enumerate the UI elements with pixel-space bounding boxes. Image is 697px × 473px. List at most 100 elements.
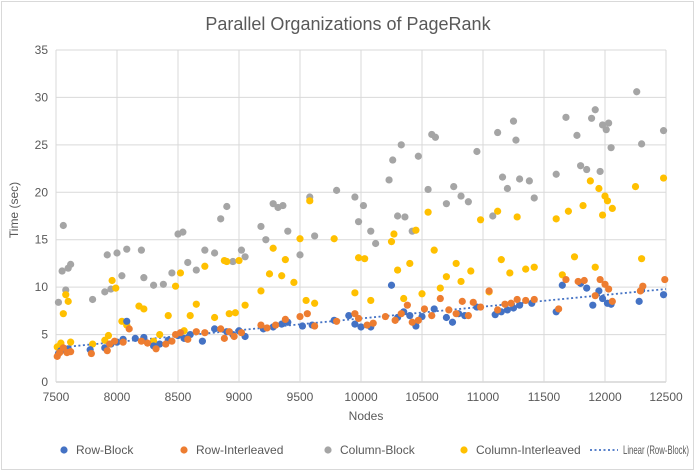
legend-label: Row-Interleaved <box>196 443 283 457</box>
data-point <box>591 292 599 300</box>
data-point <box>591 106 599 114</box>
data-point <box>552 215 560 223</box>
data-point <box>513 295 521 304</box>
data-point <box>281 315 289 323</box>
data-point <box>367 227 375 235</box>
data-point <box>211 313 219 322</box>
data-point <box>62 291 70 299</box>
data-point <box>507 299 515 307</box>
data-point <box>201 329 209 337</box>
data-point <box>217 325 225 333</box>
data-point <box>661 275 669 284</box>
data-point <box>570 253 579 261</box>
data-point <box>503 184 511 193</box>
data-point <box>108 276 116 285</box>
data-point <box>367 296 375 305</box>
data-point <box>503 306 511 314</box>
data-point <box>103 347 111 355</box>
data-point <box>408 318 416 326</box>
data-point <box>89 295 97 304</box>
data-point <box>564 207 573 215</box>
data-point <box>595 184 603 193</box>
data-point <box>424 208 432 216</box>
data-point <box>345 312 353 320</box>
y-tick-label: 20 <box>35 185 49 199</box>
data-point <box>168 269 176 277</box>
data-point <box>406 259 414 268</box>
data-point <box>237 246 246 254</box>
data-point <box>598 294 607 303</box>
y-tick-label: 35 <box>35 43 49 57</box>
data-point <box>513 213 521 221</box>
series-row-interleaved <box>53 275 669 360</box>
data-point <box>552 170 560 178</box>
legend-marker <box>460 446 468 454</box>
data-point <box>229 257 237 266</box>
data-point <box>412 226 420 234</box>
legend-marker <box>60 446 68 454</box>
data-point <box>458 297 466 305</box>
data-point <box>589 301 597 309</box>
data-point <box>430 305 438 313</box>
data-point <box>125 325 133 333</box>
data-point <box>311 299 319 307</box>
data-point <box>445 306 453 314</box>
data-point <box>241 253 249 261</box>
x-tick-label: 11000 <box>467 390 500 404</box>
data-point <box>596 275 604 284</box>
data-point <box>414 316 422 324</box>
data-point <box>587 114 596 122</box>
legend-item: Linear (Row-Block) <box>590 443 689 457</box>
tick-labels: 0 5 10 15 20 25 30 35 7500 8000 8500 9000 9500 10000 1… <box>35 43 683 404</box>
data-point <box>103 251 111 259</box>
y-tick-label: 0 <box>41 375 48 389</box>
data-point <box>192 328 200 336</box>
data-point <box>573 131 581 139</box>
y-axis-title: Time (sec) <box>7 182 21 238</box>
data-point <box>112 284 120 292</box>
data-point <box>225 328 233 336</box>
data-point <box>143 339 152 347</box>
data-point <box>201 262 209 270</box>
x-tick-label: 9000 <box>226 390 253 404</box>
data-point <box>522 265 530 273</box>
data-point <box>137 246 145 254</box>
data-point <box>59 310 67 318</box>
data-point <box>152 345 160 353</box>
data-point <box>494 128 502 137</box>
data-point <box>225 310 233 318</box>
data-point <box>131 334 139 342</box>
data-point <box>385 176 393 184</box>
data-point <box>171 282 180 290</box>
data-point <box>448 318 457 326</box>
data-points-layer <box>53 88 669 360</box>
data-point <box>110 337 119 345</box>
legend: Row-Block Row-Interleaved Column-Block Colu… <box>60 443 689 457</box>
data-point <box>489 212 497 220</box>
data-point <box>164 312 172 320</box>
data-point <box>237 329 246 337</box>
data-point <box>354 314 363 323</box>
legend-label: Column-Interleaved <box>476 443 581 457</box>
data-point <box>494 207 502 215</box>
data-point <box>298 322 307 330</box>
data-point <box>501 300 509 308</box>
data-point <box>659 291 668 299</box>
data-point <box>522 296 530 305</box>
data-point <box>211 249 219 257</box>
data-point <box>418 290 426 298</box>
y-tick-label: 10 <box>35 280 49 294</box>
data-point <box>424 185 432 194</box>
data-point <box>497 256 505 264</box>
data-point <box>311 322 319 330</box>
chart-title: Parallel Organizations of PageRank <box>205 14 491 34</box>
x-tick-label: 10000 <box>344 390 378 404</box>
legend-marker <box>180 446 188 454</box>
data-point <box>530 194 538 202</box>
legend-label: Column-Block <box>340 443 416 457</box>
data-point <box>150 281 158 289</box>
data-point <box>381 312 389 321</box>
data-point <box>516 301 524 309</box>
data-point <box>269 200 277 208</box>
